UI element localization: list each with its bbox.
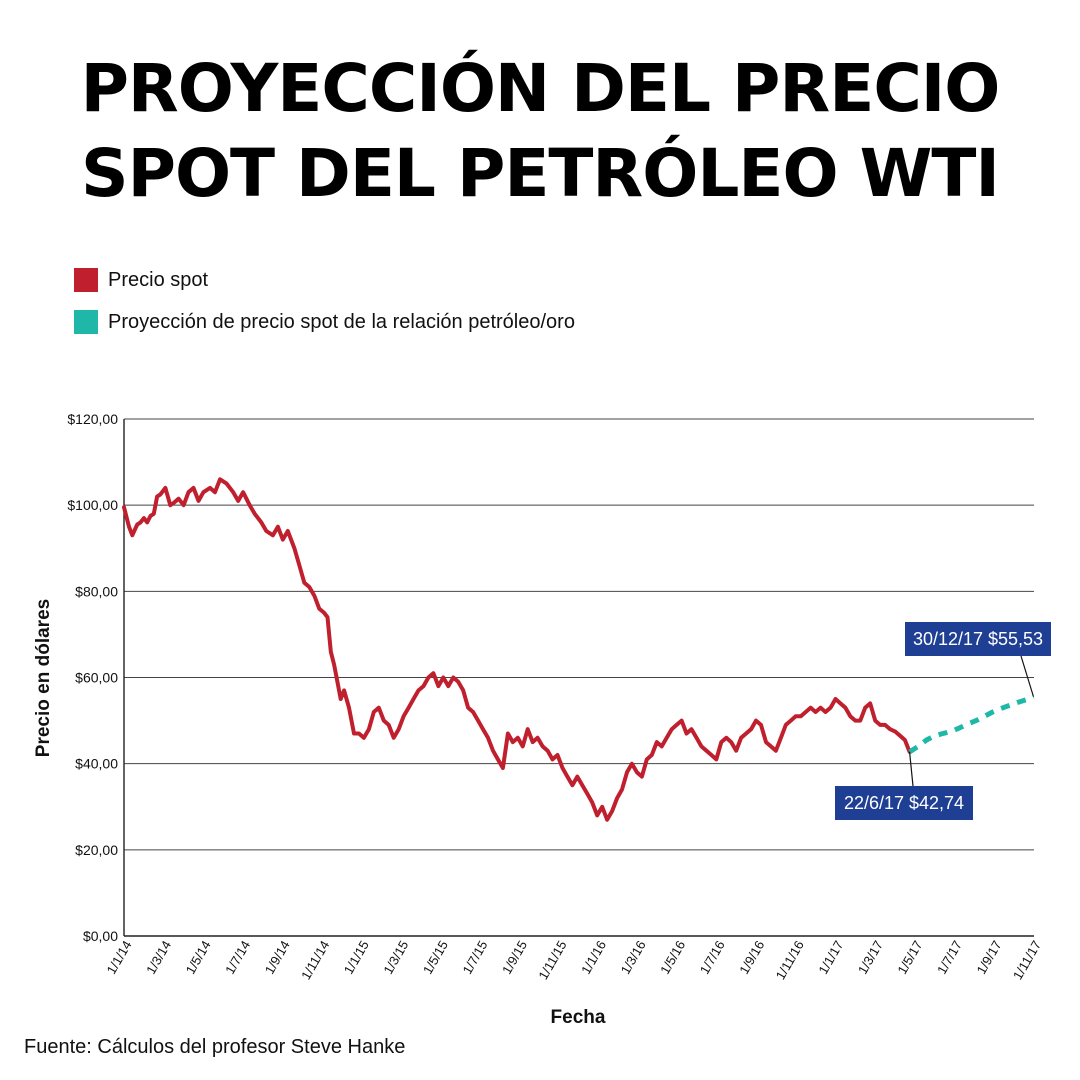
legend-label-projection: Proyección de precio spot de la relación…	[108, 310, 575, 333]
legend-item-projection: Proyección de precio spot de la relación…	[74, 309, 575, 335]
legend-label-spot: Precio spot	[108, 268, 209, 291]
x-tick-label: 1/5/15	[420, 938, 451, 977]
y-tick-label: $0,00	[83, 928, 118, 944]
x-tick-label: 1/9/17	[973, 938, 1004, 977]
x-tick-label: 1/9/16	[736, 938, 767, 977]
series-line-projection	[908, 694, 1035, 755]
x-tick-label: 1/5/16	[657, 938, 688, 977]
legend-item-spot: Precio spot	[74, 267, 208, 293]
y-tick-label: $40,00	[75, 756, 118, 772]
x-tick-label: 1/3/16	[618, 938, 649, 977]
x-tick-label: 1/3/14	[143, 938, 174, 977]
x-tick-label: 1/9/15	[499, 938, 530, 977]
x-tick-label: 1/1/16	[578, 938, 609, 977]
x-tick-label: 1/7/16	[697, 938, 728, 977]
x-tick-label: 1/11/14	[298, 938, 332, 982]
x-tick-label: 1/11/15	[535, 938, 569, 982]
x-tick-label: 1/5/17	[894, 938, 925, 977]
callout-last-spot-label: 22/6/17 $42,74	[844, 793, 964, 813]
callout-leader	[1020, 655, 1035, 697]
y-tick-label: $120,00	[67, 411, 118, 427]
x-tick-label: 1/1/17	[815, 938, 846, 977]
y-tick-label: $80,00	[75, 583, 118, 599]
callout-leader	[908, 751, 914, 787]
callout-end-projection-label: 30/12/17 $55,53	[913, 629, 1043, 649]
y-axis-label: Precio en dólares	[33, 599, 54, 757]
x-tick-label: 1/3/15	[380, 938, 411, 977]
x-tick-label: 1/3/17	[855, 938, 886, 977]
x-tick-label: 1/9/14	[262, 938, 293, 977]
callout-end-projection	[905, 622, 1051, 656]
callout-last-spot	[835, 786, 973, 820]
y-tick-label: $100,00	[67, 497, 118, 513]
chart-title-line-2: SPOT DEL PETRÓLEO WTI	[81, 135, 1000, 212]
y-tick-label: $60,00	[75, 670, 118, 686]
x-tick-label: 1/7/17	[934, 938, 965, 977]
x-tick-label: 1/1/15	[341, 938, 372, 977]
x-tick-label: 1/11/16	[773, 938, 807, 982]
legend-swatch-projection	[74, 310, 98, 334]
y-tick-label: $20,00	[75, 842, 118, 858]
x-tick-label: 1/7/15	[459, 938, 490, 977]
source-note: Fuente: Cálculos del profesor Steve Hank…	[24, 1036, 406, 1058]
x-tick-label: 1/11/17	[1010, 938, 1044, 982]
legend-swatch-spot	[74, 268, 98, 292]
x-tick-label: 1/7/14	[222, 938, 253, 977]
series-line-spot	[122, 477, 912, 822]
chart-title-line-1: PROYECCIÓN DEL PRECIO	[80, 50, 1001, 127]
x-tick-label: 1/5/14	[183, 938, 214, 977]
x-axis-label: Fecha	[551, 1007, 606, 1028]
